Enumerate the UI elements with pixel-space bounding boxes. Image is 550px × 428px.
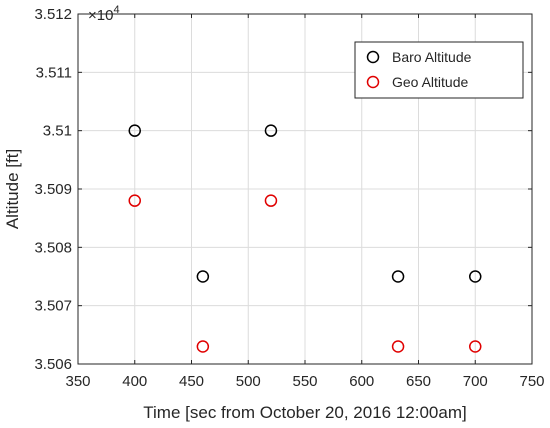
x-tick-label: 750	[519, 373, 544, 390]
x-tick-label: 500	[236, 373, 261, 390]
data-point-baro	[264, 124, 278, 137]
data-point-baro	[469, 270, 482, 283]
x-tick-label: 550	[292, 373, 317, 390]
x-tick-label: 700	[463, 373, 488, 390]
x-tick-label: 350	[65, 373, 90, 390]
y-tick-label: 3.506	[34, 356, 72, 373]
data-point-baro	[391, 270, 405, 283]
y-tick-label: 3.51	[43, 123, 72, 140]
data-point-geo	[391, 340, 405, 353]
x-tick-label: 650	[406, 373, 431, 390]
legend-marker	[366, 50, 380, 64]
data-point-geo	[128, 194, 141, 207]
y-axis-label: Altitude [ft]	[3, 149, 22, 229]
data-point-geo	[264, 194, 278, 207]
y-tick-label: 3.509	[34, 181, 72, 198]
legend: Baro Altitude Geo Altitude	[354, 41, 524, 99]
x-tick-label: 400	[122, 373, 147, 390]
legend-marker	[366, 75, 380, 89]
x-axis-label: Time [sec from October 20, 2016 12:00am]	[143, 403, 466, 422]
data-point-baro	[128, 124, 141, 137]
legend-entries: Baro Altitude Geo Altitude	[366, 49, 472, 90]
y-exponent-label: ×104	[88, 4, 120, 24]
legend-box	[354, 41, 524, 99]
y-axis-ticks: 3.506 3.507 3.508 3.509 3.51 3.511 3.512	[34, 6, 532, 373]
y-tick-label: 3.507	[34, 298, 72, 315]
x-tick-label: 600	[349, 373, 374, 390]
data-point-geo	[196, 340, 210, 353]
legend-label: Geo Altitude	[392, 74, 468, 90]
y-tick-label: 3.508	[34, 239, 72, 256]
data-points	[128, 124, 482, 353]
y-tick-label: 3.512	[34, 6, 72, 23]
data-point-baro	[196, 270, 210, 283]
data-point-geo	[469, 340, 482, 353]
legend-label: Baro Altitude	[392, 49, 472, 65]
x-tick-label: 450	[179, 373, 204, 390]
x-axis-ticks: 350 400 450 500 550 600 650 700 750	[65, 14, 545, 390]
y-tick-label: 3.511	[36, 64, 72, 81]
